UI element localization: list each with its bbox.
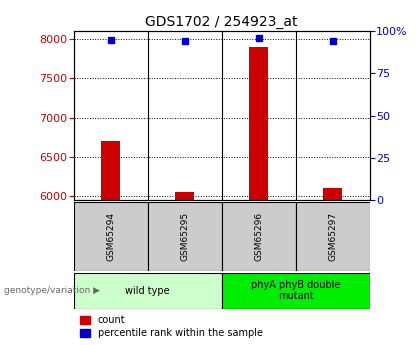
Bar [74,273,222,309]
Bar [323,188,342,200]
Bar [175,192,194,200]
Text: GSM65297: GSM65297 [328,212,337,261]
Text: GSM65295: GSM65295 [180,212,189,261]
Bar [101,141,120,200]
Title: GDS1702 / 254923_at: GDS1702 / 254923_at [145,14,298,29]
Text: wild type: wild type [125,286,170,296]
Legend: count, percentile rank within the sample: count, percentile rank within the sample [81,315,263,338]
Bar [249,47,268,200]
Bar [147,202,222,271]
Text: GSM65296: GSM65296 [254,212,263,261]
Bar [74,202,147,271]
Text: GSM65294: GSM65294 [106,212,115,261]
Bar [222,202,296,271]
Text: phyA phyB double
mutant: phyA phyB double mutant [251,280,340,302]
Bar [296,202,370,271]
Bar [222,273,370,309]
Text: genotype/variation ▶: genotype/variation ▶ [4,286,100,295]
